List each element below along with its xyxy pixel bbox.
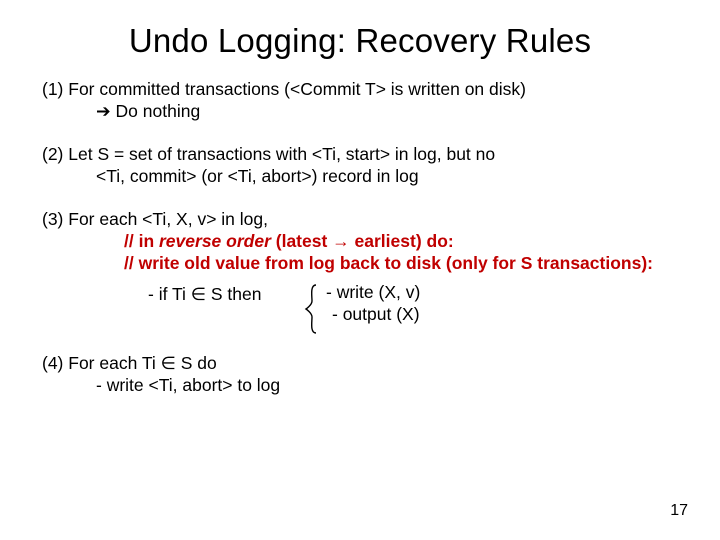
- slide-body: (1) For committed transactions (<Commit …: [0, 78, 720, 396]
- rule-3-comment-1: // in reverse order (latest → earliest) …: [42, 230, 682, 252]
- rule-1-line-2: ➔ Do nothing: [42, 100, 682, 122]
- brace-icon: [304, 283, 318, 335]
- arrow-icon: ➔: [96, 101, 111, 121]
- rule-2: (2) Let S = set of transactions with <Ti…: [42, 143, 682, 188]
- rule-3-output: - output (X): [326, 303, 682, 325]
- rule-2-line-1: (2) Let S = set of transactions with <Ti…: [42, 143, 682, 165]
- slide: Undo Logging: Recovery Rules (1) For com…: [0, 0, 720, 540]
- rule-3: (3) For each <Ti, X, v> in log, // in re…: [42, 208, 682, 326]
- slide-title: Undo Logging: Recovery Rules: [0, 0, 720, 78]
- rule-4: (4) For each Ti ∈ S do - write <Ti, abor…: [42, 352, 682, 397]
- rule-3-c1-c: (latest → earliest) do:: [271, 231, 454, 251]
- rule-3-c1-b: reverse order: [159, 231, 271, 251]
- rule-3-write: - write (X, v): [326, 281, 682, 303]
- rule-1-do-nothing: Do nothing: [111, 101, 201, 121]
- rule-3-line-1: (3) For each <Ti, X, v> in log,: [42, 208, 682, 230]
- rule-3-comment-2: // write old value from log back to disk…: [42, 252, 682, 274]
- rule-3-if: - if Ti ∈ S then: [42, 283, 261, 305]
- rule-4-line-1: (4) For each Ti ∈ S do: [42, 352, 682, 374]
- rule-1: (1) For committed transactions (<Commit …: [42, 78, 682, 123]
- rule-3-actions: - if Ti ∈ S then - write (X, v) - output…: [42, 281, 682, 326]
- rule-3-c1-a: // in: [124, 231, 159, 251]
- rule-4-line-2: - write <Ti, abort> to log: [42, 374, 682, 396]
- rule-1-line-1: (1) For committed transactions (<Commit …: [42, 78, 682, 100]
- rule-2-line-2: <Ti, commit> (or <Ti, abort>) record in …: [42, 165, 682, 187]
- page-number: 17: [670, 502, 688, 520]
